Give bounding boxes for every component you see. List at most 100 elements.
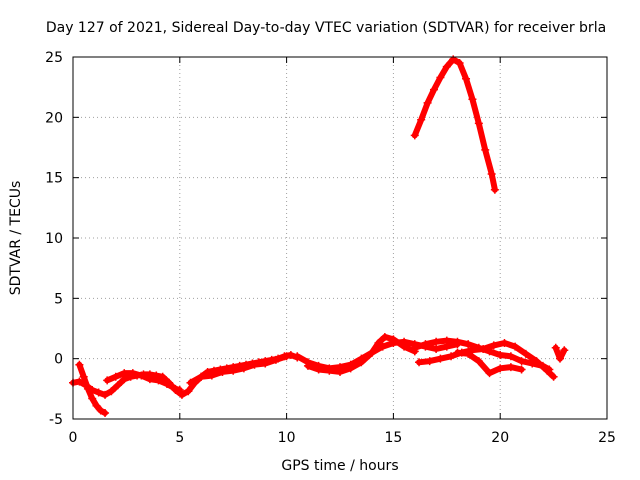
data-point [184, 387, 193, 396]
y-tick-label: 20 [45, 110, 63, 126]
data-point [111, 372, 120, 381]
data-point [468, 346, 477, 355]
data-point [380, 332, 389, 341]
data-point [113, 381, 122, 390]
data-point [177, 390, 186, 399]
data-point [154, 376, 163, 385]
data-series [69, 55, 569, 417]
data-point [145, 375, 154, 384]
data-point [432, 345, 441, 354]
data-point [250, 360, 259, 369]
data-point [101, 390, 110, 399]
series-arc-8 [415, 338, 558, 381]
data-point [293, 352, 302, 361]
axis-ticks: 0 5 10 15 20 25 -5 0 5 10 15 20 25 [45, 50, 616, 446]
series-arc-10 [551, 343, 569, 363]
data-point [560, 346, 569, 355]
series-arc-3 [103, 369, 184, 395]
series-arc-11 [410, 55, 499, 194]
series-arc-6 [303, 332, 419, 376]
data-point [197, 372, 206, 381]
y-tick-label: 0 [54, 352, 63, 368]
data-point [368, 348, 377, 357]
data-point [474, 119, 483, 128]
data-point [474, 357, 483, 366]
data-point [282, 352, 291, 361]
data-point [517, 365, 526, 374]
data-point [479, 345, 488, 354]
data-point [549, 372, 558, 381]
y-tick-label: 15 [45, 171, 63, 187]
data-point [229, 366, 238, 375]
data-point [303, 361, 312, 370]
data-point [101, 408, 110, 417]
data-point [462, 74, 471, 83]
data-point [485, 369, 494, 378]
data-point [410, 343, 419, 352]
data-point [79, 372, 88, 381]
data-point [171, 384, 180, 393]
x-tick-label: 25 [598, 430, 616, 446]
series-arc-9 [453, 348, 526, 378]
y-tick-label: 10 [45, 231, 63, 247]
data-point [83, 384, 92, 393]
data-point [239, 364, 248, 373]
data-point [423, 98, 432, 107]
data-point [75, 360, 84, 369]
data-point [336, 367, 344, 376]
data-point [410, 131, 419, 140]
data-point [96, 406, 105, 415]
data-point [551, 343, 560, 352]
data-point [162, 380, 171, 389]
data-point [506, 352, 515, 361]
y-tick-label: -5 [49, 412, 63, 428]
data-point [464, 349, 473, 358]
data-point [455, 59, 464, 68]
data-point [500, 338, 509, 347]
data-point [261, 359, 270, 368]
data-point [489, 341, 498, 350]
data-point [218, 367, 227, 376]
data-point [442, 62, 451, 71]
data-point [464, 340, 473, 349]
data-point [506, 363, 515, 372]
x-tick-label: 5 [175, 430, 184, 446]
data-point [325, 366, 334, 375]
x-axis-label: GPS time / hours [281, 458, 398, 474]
data-point [107, 387, 116, 396]
data-point [271, 355, 280, 364]
data-point [400, 342, 409, 351]
data-point [487, 170, 496, 179]
data-point [357, 358, 366, 367]
data-point [496, 351, 505, 360]
x-tick-label: 10 [278, 430, 296, 446]
data-point [517, 357, 526, 366]
data-point [447, 352, 456, 361]
data-point [442, 336, 451, 345]
data-point [92, 401, 101, 410]
data-point [421, 340, 430, 349]
chart-title: Day 127 of 2021, Sidereal Day-to-day VTE… [46, 20, 606, 36]
y-axis-label: SDTVAR / TECUs [8, 181, 24, 296]
data-point [186, 378, 195, 387]
data-point [417, 115, 426, 124]
data-point [175, 386, 184, 395]
data-point [415, 358, 424, 367]
data-point [432, 337, 441, 346]
series-arc-2 [75, 360, 110, 417]
data-point [120, 369, 129, 378]
data-point [88, 394, 97, 403]
data-point [453, 337, 462, 346]
series-trace [104, 370, 183, 393]
data-point [207, 371, 216, 380]
x-tick-label: 20 [491, 430, 509, 446]
data-point [374, 338, 383, 347]
data-point [543, 366, 552, 375]
data-point [521, 349, 530, 358]
data-point [481, 145, 490, 154]
data-point [75, 377, 84, 386]
data-point [532, 357, 541, 366]
x-tick-label: 0 [69, 430, 78, 446]
data-point [389, 335, 398, 344]
